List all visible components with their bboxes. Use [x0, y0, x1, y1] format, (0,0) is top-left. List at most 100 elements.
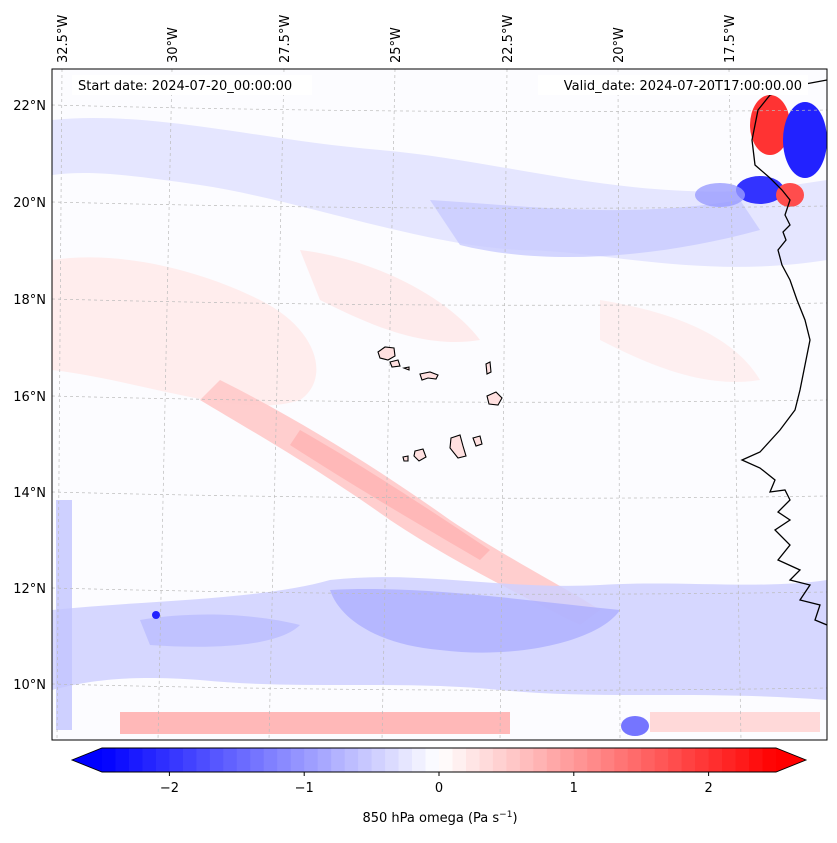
ascent-core-coast — [750, 95, 790, 155]
lat-label: 16°N — [13, 390, 46, 405]
colorbar-cell — [317, 748, 332, 772]
meridian-17-5w — [728, 69, 742, 740]
lat-label: 18°N — [13, 293, 46, 308]
colorbar-cell — [196, 748, 211, 772]
island-santiago — [449, 434, 467, 459]
ascent-strip-south-edge-east — [650, 712, 820, 732]
lon-label: 17.5°W — [723, 15, 738, 63]
lon-label: 25°W — [389, 27, 404, 63]
colorbar-cell — [708, 748, 723, 772]
parallel-18n — [52, 298, 827, 306]
ascent-patch-center — [300, 250, 480, 342]
colorbar-cell — [304, 748, 319, 772]
colorbar-cell — [263, 748, 278, 772]
colorbar-label: 850 hPa omega (Pa s−1) — [362, 810, 517, 826]
island-maio — [472, 435, 483, 447]
parallel-22n — [52, 104, 827, 113]
colorbar-cell — [546, 748, 561, 772]
colorbar-cell — [614, 748, 629, 772]
lon-label: 27.5°W — [278, 15, 293, 63]
lon-label: 30°W — [166, 27, 181, 63]
lat-label: 22°N — [13, 99, 46, 114]
ascent-strip-south-edge — [120, 712, 510, 734]
colorbar-cell — [465, 748, 481, 772]
colorbar: −2 −1 0 1 2 850 hPa omega (Pa s−1) — [70, 747, 808, 826]
colorbar-ticks — [168, 772, 710, 776]
descent-halo-coast — [695, 183, 745, 207]
start-date-box — [72, 75, 312, 95]
colorbar-tick-label: −1 — [295, 781, 314, 796]
ascent-core-coast-south — [776, 183, 804, 207]
colorbar-cell — [722, 748, 737, 772]
ascent-patch-west — [52, 257, 317, 406]
island-santa-luzia — [402, 366, 410, 371]
colorbar-cell — [681, 748, 696, 772]
parallel-20n — [52, 201, 827, 209]
coastline-africa — [740, 79, 827, 626]
colorbar-cell — [439, 748, 454, 772]
colorbar-cell — [128, 748, 144, 772]
colorbar-extend-min — [72, 748, 102, 772]
colorbar-tick-label: 1 — [570, 781, 578, 796]
colorbar-cell — [735, 748, 750, 772]
colorbar-tick-label: −2 — [160, 781, 179, 796]
island-brava — [402, 455, 409, 462]
meridian-30w — [157, 69, 173, 740]
island-sal — [485, 361, 492, 375]
colorbar-label-units: (Pa s — [468, 811, 499, 826]
start-date-label: Start date: 2024-07-20_00:00:00 — [78, 79, 292, 94]
colorbar-cell — [506, 748, 521, 772]
omega-field — [52, 95, 827, 736]
island-sao-vicente — [389, 359, 401, 368]
descent-strip-west-edge — [56, 500, 72, 730]
colorbar-cell — [277, 748, 292, 772]
colorbar-tick-label: 0 — [435, 781, 443, 796]
descent-core-coast — [783, 102, 827, 178]
colorbar-cell — [412, 748, 427, 772]
colorbar-cell — [250, 748, 265, 772]
colorbar-cell — [762, 748, 777, 772]
map-frame — [51, 68, 828, 741]
descent-region-north-core — [430, 200, 760, 257]
parallel-14n — [52, 491, 827, 499]
colorbar-cell — [142, 748, 157, 772]
descent-band-south-west — [140, 614, 300, 647]
lat-label: 10°N — [13, 678, 46, 693]
meridian-25w — [381, 69, 396, 740]
colorbar-cell — [641, 748, 656, 772]
descent-band-south-core — [330, 589, 620, 653]
lat-label: 14°N — [13, 486, 46, 501]
lon-label: 32.5°W — [56, 15, 71, 63]
colorbar-cell — [398, 748, 413, 772]
colorbar-cell — [182, 748, 197, 772]
colorbar-cell — [385, 748, 400, 772]
colorbar-cell — [479, 748, 494, 772]
colorbar-extend-max — [776, 748, 806, 772]
colorbar-outline — [70, 747, 808, 773]
colorbar-cell — [695, 748, 710, 772]
meridian-32-5w — [56, 69, 63, 740]
colorbar-cell — [600, 748, 615, 772]
colorbar-cell — [573, 748, 588, 772]
colorbar-cell — [155, 748, 170, 772]
colorbar-cell — [236, 748, 251, 772]
valid-date-box — [538, 75, 808, 95]
colorbar-cell — [668, 748, 683, 772]
colorbar-cell — [425, 748, 440, 772]
graticule — [52, 69, 827, 740]
island-fogo — [413, 448, 427, 462]
colorbar-cell — [290, 748, 305, 772]
descent-dot-isolated — [152, 611, 160, 619]
colorbar-cell — [452, 748, 467, 772]
island-sao-nicolau — [419, 371, 439, 381]
colorbar-cell — [627, 748, 642, 772]
meridian-27-5w — [268, 69, 285, 740]
lon-label: 20°W — [612, 27, 627, 63]
colorbar-tick-label: 2 — [704, 781, 712, 796]
colorbar-cell — [533, 748, 548, 772]
island-boa-vista — [486, 391, 503, 406]
colorbar-cell — [749, 748, 764, 772]
colorbar-cell — [344, 748, 359, 772]
cape-verde-islands — [377, 346, 503, 462]
